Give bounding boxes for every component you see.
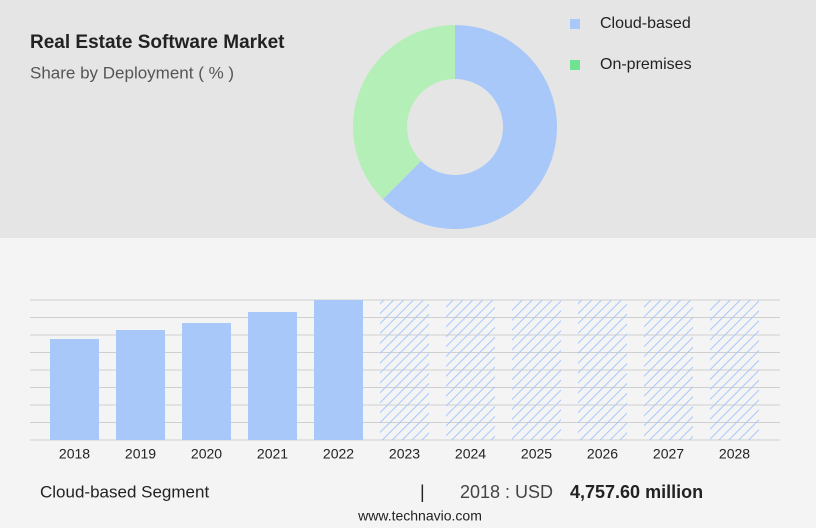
x-tick-label: 2025 bbox=[521, 446, 552, 462]
legend-label: Cloud-based bbox=[600, 15, 691, 32]
footer-segment: Cloud-based Segment bbox=[40, 482, 209, 501]
x-tick-label: 2022 bbox=[323, 446, 354, 462]
x-tick-label: 2027 bbox=[653, 446, 684, 462]
footer-separator: | bbox=[420, 482, 425, 502]
x-tick-label: 2019 bbox=[125, 446, 156, 462]
x-tick-label: 2018 bbox=[59, 446, 90, 462]
x-tick-label: 2026 bbox=[587, 446, 618, 462]
footer-value: 4,757.60 million bbox=[570, 482, 703, 502]
forecast-placeholder bbox=[578, 300, 627, 440]
bar bbox=[182, 323, 231, 440]
x-tick-label: 2024 bbox=[455, 446, 486, 462]
footer-source: www.technavio.com bbox=[357, 508, 482, 524]
x-tick-label: 2021 bbox=[257, 446, 288, 462]
forecast-placeholder bbox=[644, 300, 693, 440]
forecast-placeholder bbox=[710, 300, 759, 440]
donut-slice bbox=[382, 25, 557, 230]
legend-label: On-premises bbox=[600, 56, 692, 73]
bar bbox=[248, 311, 297, 440]
x-tick-label: 2023 bbox=[389, 446, 420, 462]
donut-slice bbox=[353, 25, 455, 200]
bar bbox=[116, 330, 165, 440]
bar bbox=[314, 300, 363, 440]
x-tick-label: 2028 bbox=[719, 446, 750, 462]
footer-label: 2018 : USD bbox=[460, 482, 553, 502]
legend-swatch bbox=[570, 60, 580, 70]
legend-swatch bbox=[570, 19, 580, 29]
forecast-placeholder bbox=[512, 300, 561, 440]
bar bbox=[50, 339, 99, 440]
chart-subtitle: Share by Deployment ( % ) bbox=[30, 63, 234, 82]
x-tick-label: 2020 bbox=[191, 446, 222, 462]
chart-title: Real Estate Software Market bbox=[30, 32, 285, 53]
forecast-placeholder bbox=[446, 300, 495, 440]
forecast-placeholder bbox=[380, 300, 429, 440]
